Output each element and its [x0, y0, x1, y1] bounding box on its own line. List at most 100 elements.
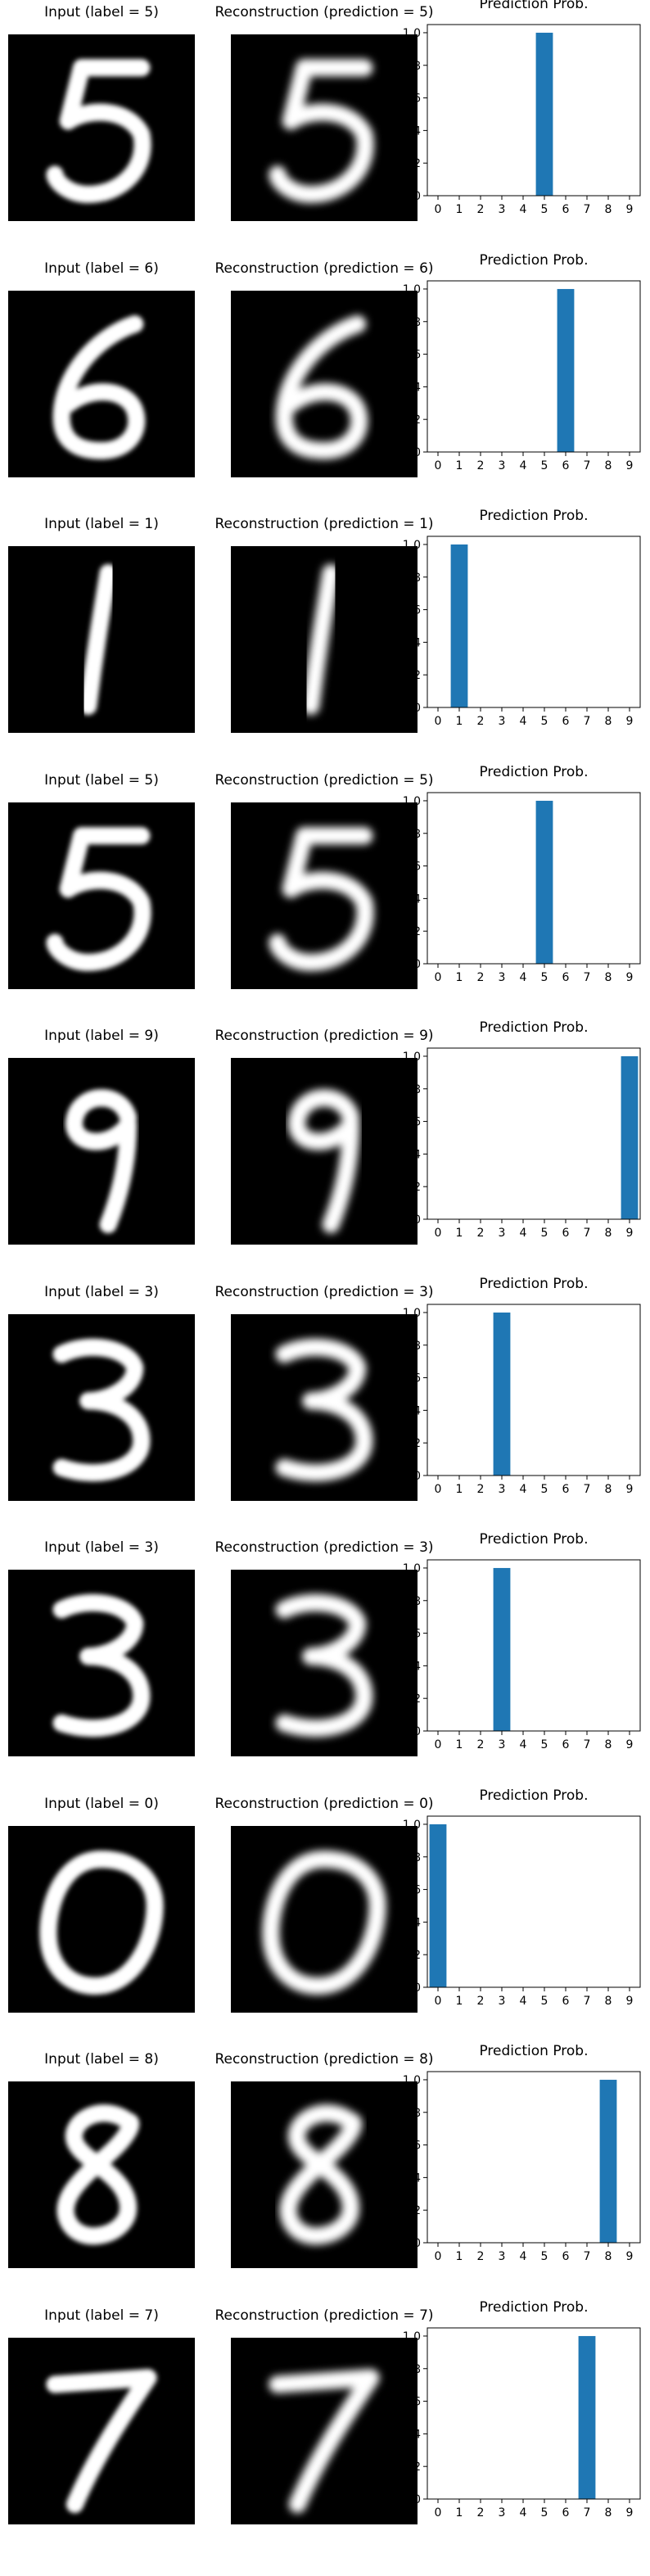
x-tick-label: 7 — [584, 1227, 591, 1240]
bar-class-9 — [621, 1055, 639, 1219]
x-tick-label: 4 — [520, 2250, 527, 2263]
chart-title: Prediction Prob. — [479, 508, 588, 524]
x-tick-label: 3 — [499, 2250, 506, 2263]
reconstruction-digit-image — [231, 802, 418, 989]
y-tick-label: 0.4 — [403, 124, 421, 138]
y-tick-label: 0.4 — [403, 381, 421, 394]
y-tick-label: 1.0 — [403, 1562, 421, 1575]
x-tick-label: 0 — [435, 459, 442, 472]
probability-bar-chart: 0.00.20.40.60.81.00 1 2 3 4 5 6 7 8 9 — [403, 2071, 641, 2263]
x-tick-label: 8 — [605, 1227, 612, 1240]
x-tick-label: 4 — [520, 203, 527, 216]
input-title: Input (label = 5) — [44, 4, 159, 20]
chart-title: Prediction Prob. — [479, 1531, 588, 1548]
x-tick-label: 9 — [626, 2506, 634, 2520]
axes-frame — [427, 792, 641, 965]
y-tick-label: 0.6 — [403, 604, 421, 617]
input-digit-image — [8, 34, 195, 221]
x-tick-label: 0 — [435, 715, 442, 728]
x-tick-label: 4 — [520, 1227, 527, 1240]
y-tick-label: 0.8 — [403, 1083, 421, 1096]
x-tick-label: 6 — [562, 1227, 570, 1240]
x-tick-label: 1 — [456, 203, 463, 216]
digit-stroke — [269, 59, 374, 204]
y-tick-label: 1.0 — [403, 283, 421, 296]
input-title: Input (label = 8) — [44, 2051, 159, 2068]
digit-stroke — [65, 1089, 138, 1234]
y-tick-label: 0.2 — [403, 2461, 421, 2474]
x-tick-label: 0 — [435, 2506, 442, 2520]
axes-frame — [427, 2327, 641, 2500]
input-title: Input (label = 3) — [44, 1539, 159, 1556]
bar-class-7 — [578, 2335, 596, 2499]
figure-row: Input (label = 8) Reconstruction (predict… — [8, 2043, 641, 2268]
y-tick-label: 0.6 — [403, 349, 421, 362]
digit-stroke — [52, 1593, 151, 1738]
y-tick-label: 0.0 — [403, 1470, 421, 1483]
y-tick-label: 0.6 — [403, 93, 421, 106]
x-tick-label: 6 — [562, 1483, 570, 1496]
y-tick-label: 0.0 — [403, 1982, 421, 1995]
x-tick-label: 7 — [584, 2250, 591, 2263]
bar-class-5 — [535, 32, 553, 197]
bar-class-0 — [429, 1824, 447, 1987]
x-tick-label: 1 — [456, 971, 463, 984]
reconstruction-title: Reconstruction (prediction = 1) — [214, 516, 433, 532]
x-tick-label: 2 — [477, 459, 485, 472]
y-tick-label: 0.8 — [403, 2363, 421, 2376]
bar-class-1 — [450, 544, 468, 707]
x-tick-label: 8 — [605, 1995, 612, 2008]
probability-bar-chart: 0.00.20.40.60.81.00 1 2 3 4 5 6 7 8 9 — [403, 536, 641, 728]
chart-title: Prediction Prob. — [479, 252, 588, 269]
x-tick-label: 0 — [435, 1995, 442, 2008]
digit-stroke — [52, 1338, 151, 1482]
x-tick-label: 9 — [626, 203, 634, 216]
x-tick-label: 8 — [605, 971, 612, 984]
x-tick-label: 3 — [499, 1995, 506, 2008]
reconstruction-digit-image — [231, 1058, 418, 1245]
reconstruction-title: Reconstruction (prediction = 8) — [214, 2051, 433, 2068]
x-tick-label: 5 — [541, 715, 548, 728]
reconstruction-digit-image — [231, 291, 418, 477]
digit-stroke — [275, 1338, 373, 1482]
y-tick-label: 0.4 — [403, 1916, 421, 1929]
y-tick-label: 0.2 — [403, 414, 421, 427]
digit-stroke — [39, 1851, 164, 1995]
x-tick-label: 0 — [435, 2250, 442, 2263]
x-tick-label: 5 — [541, 459, 548, 472]
digit-stroke — [269, 827, 374, 972]
y-tick-label: 0.0 — [403, 446, 421, 459]
input-title: Input (label = 9) — [44, 1028, 159, 1044]
probability-bar-chart: 0.00.20.40.60.81.00 1 2 3 4 5 6 7 8 9 — [403, 24, 641, 216]
x-tick-label: 5 — [541, 2506, 548, 2520]
y-tick-label: 0.4 — [403, 636, 421, 649]
figure-row: Input (label = 6) Reconstruction (predict… — [8, 252, 641, 477]
x-tick-label: 6 — [562, 2250, 570, 2263]
x-tick-label: 9 — [626, 459, 634, 472]
reconstruction-title: Reconstruction (prediction = 7) — [214, 2307, 433, 2324]
figure-row: Input (label = 5) Reconstruction (predict… — [8, 0, 641, 221]
probability-bar-chart: 0.00.20.40.60.81.00 1 2 3 4 5 6 7 8 9 — [403, 792, 641, 984]
chart-title: Prediction Prob. — [479, 1019, 588, 1036]
x-tick-label: 6 — [562, 1995, 570, 2008]
x-tick-label: 8 — [605, 459, 612, 472]
figure-row: Input (label = 7) Reconstruction (predict… — [8, 2299, 641, 2524]
y-tick-label: 0.2 — [403, 1437, 421, 1450]
x-tick-label: 4 — [520, 971, 527, 984]
y-tick-label: 0.8 — [403, 1340, 421, 1353]
probability-bar-chart: 0.00.20.40.60.81.00 1 2 3 4 5 6 7 8 9 — [403, 2327, 641, 2520]
reconstruction-digit-image — [231, 546, 418, 733]
reconstruction-digit-image — [231, 1314, 418, 1501]
input-title: Input (label = 5) — [44, 772, 159, 789]
y-tick-label: 0.8 — [403, 1595, 421, 1608]
x-tick-label: 8 — [605, 203, 612, 216]
x-tick-label: 9 — [626, 715, 634, 728]
y-tick-label: 1.0 — [403, 1307, 421, 1320]
y-tick-label: 0.8 — [403, 60, 421, 73]
y-tick-label: 0.4 — [403, 1660, 421, 1673]
y-tick-label: 0.8 — [403, 572, 421, 585]
y-tick-label: 0.0 — [403, 2493, 421, 2506]
y-tick-label: 0.2 — [403, 925, 421, 938]
y-tick-label: 0.0 — [403, 958, 421, 971]
probability-bar-chart: 0.00.20.40.60.81.00 1 2 3 4 5 6 7 8 9 — [403, 1047, 641, 1240]
